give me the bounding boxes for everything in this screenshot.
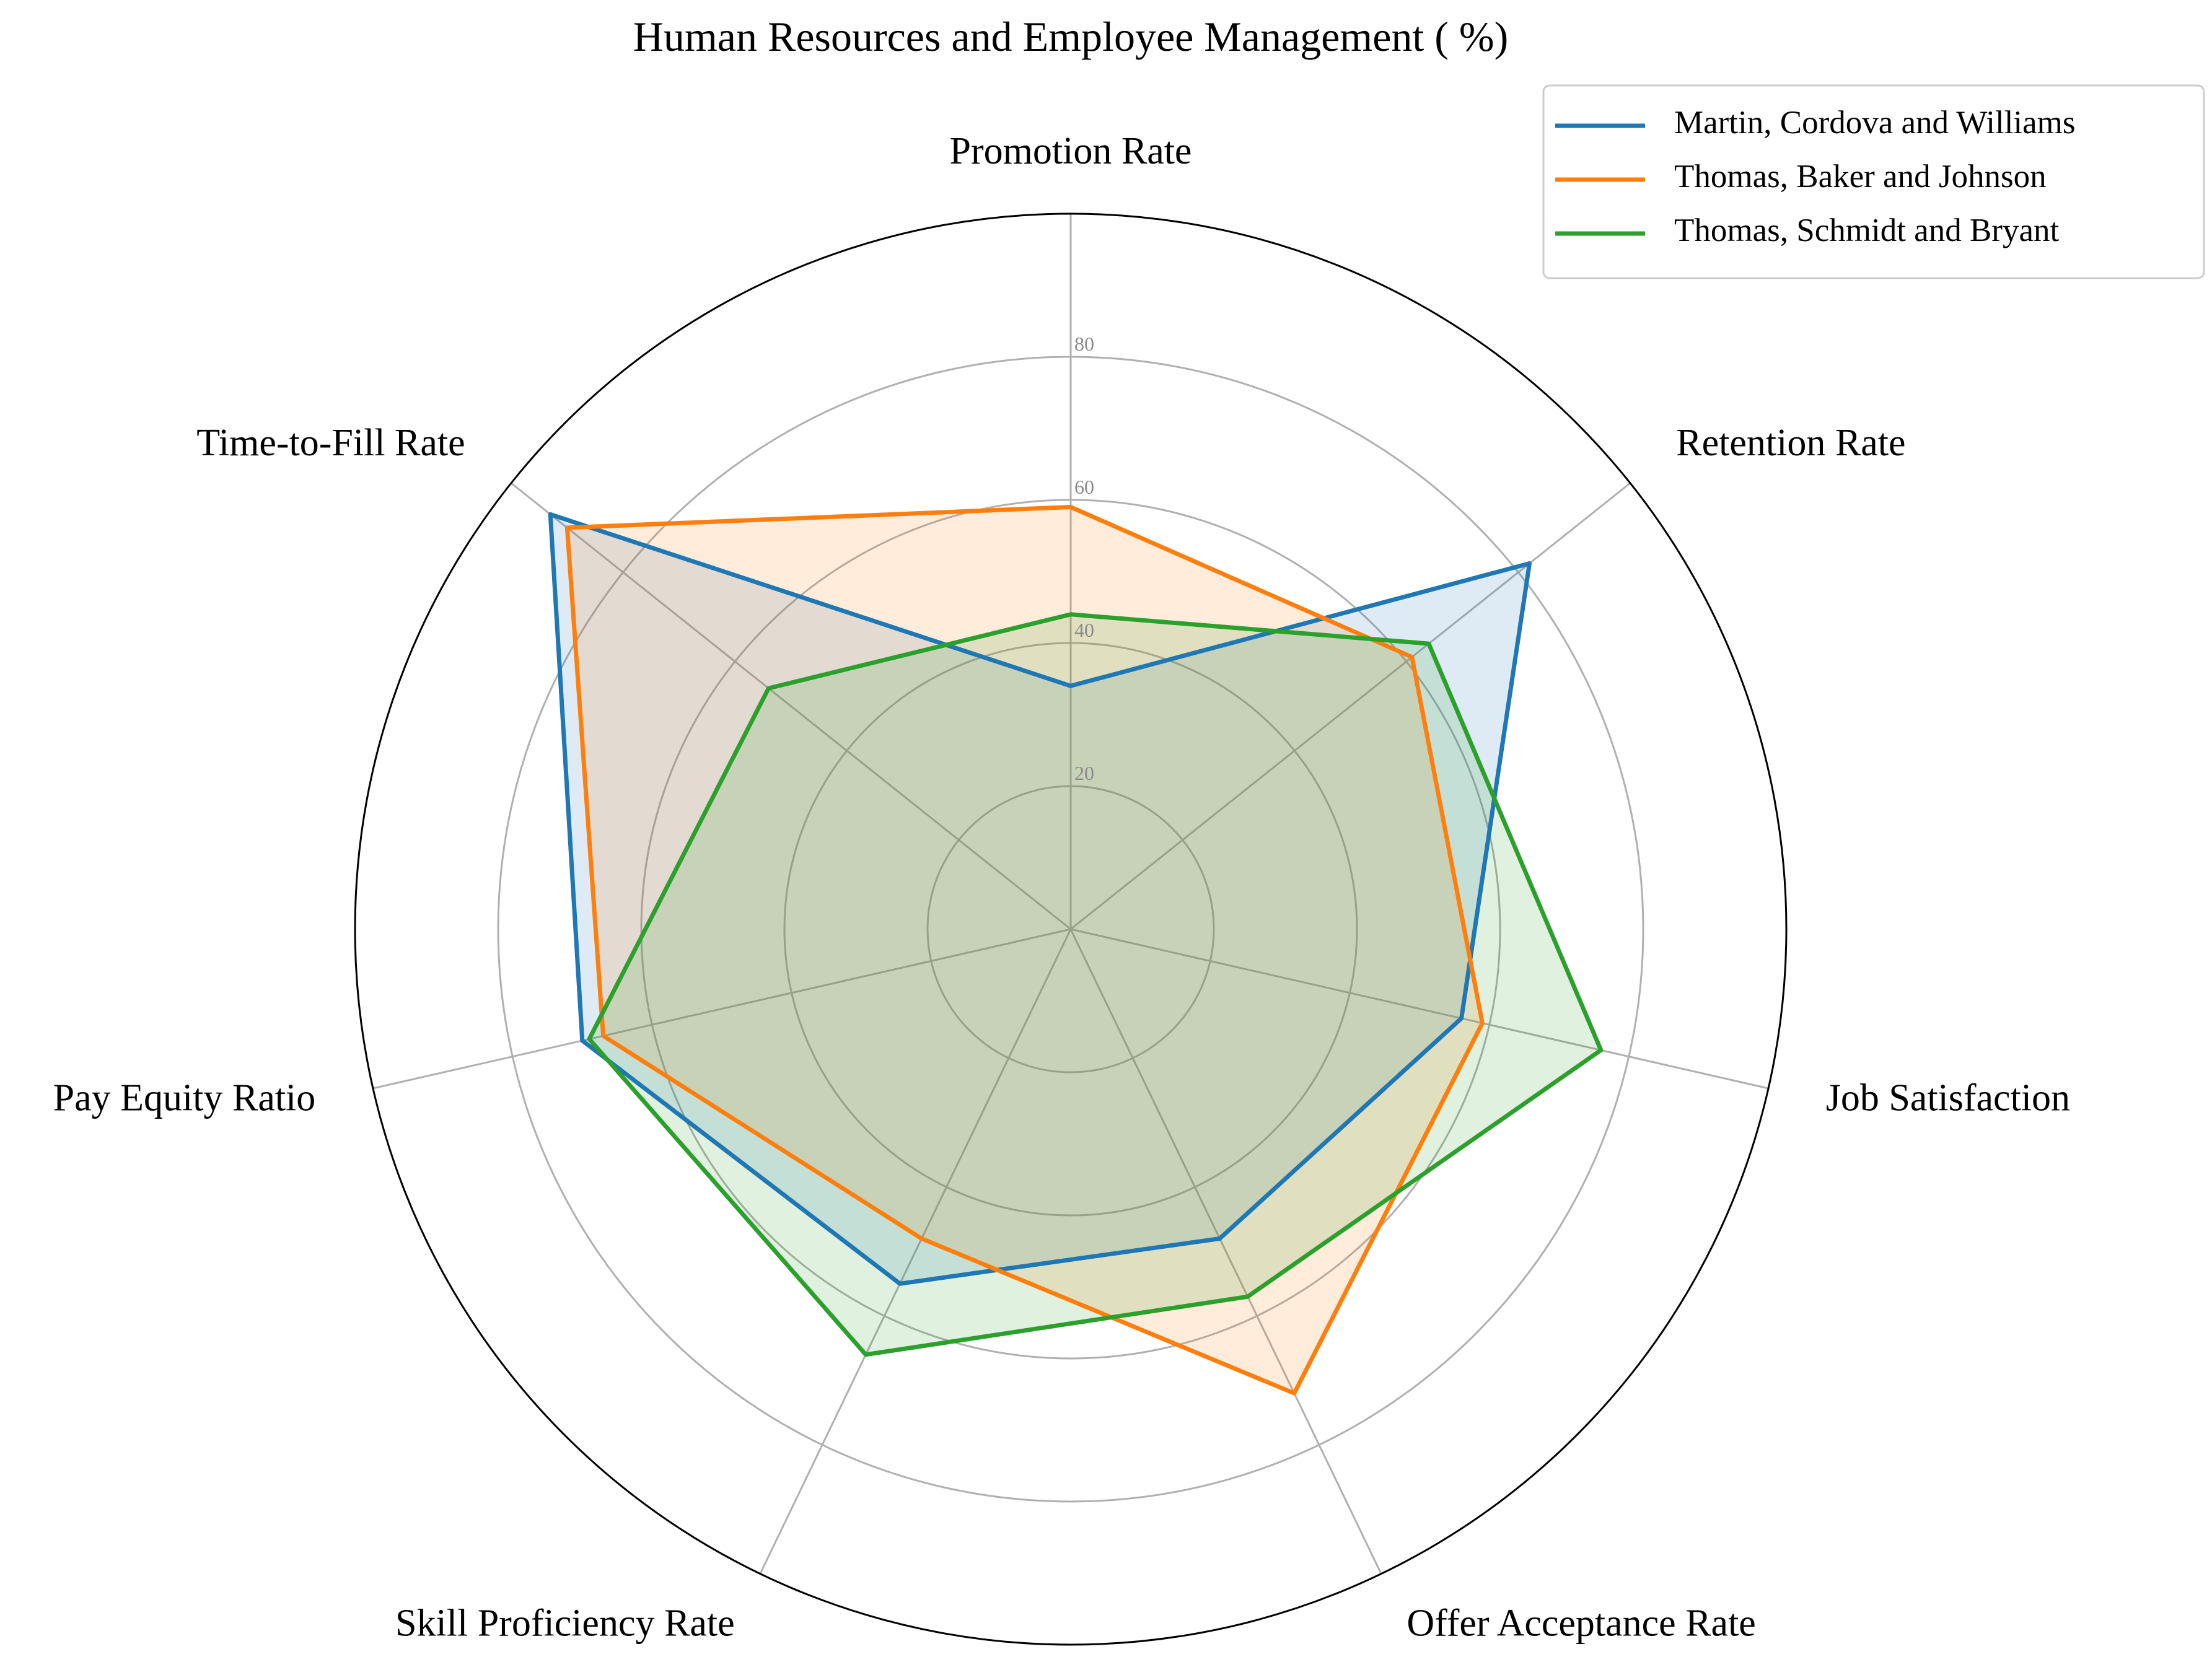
category-label-2: Job Satisfaction — [1826, 1077, 2070, 1119]
category-label-3: Offer Acceptance Rate — [1407, 1602, 1755, 1644]
spoke-5 — [372, 928, 1071, 1090]
spoke-6 — [511, 482, 1071, 930]
category-label-5: Pay Equity Ratio — [53, 1077, 316, 1119]
radial-tick-labels: 20 40 60 80 — [1074, 333, 1094, 784]
series-line-2 — [587, 612, 1604, 1357]
category-label-1: Retention Rate — [1676, 422, 1905, 464]
spoke-1 — [1070, 482, 1631, 930]
spoke-2 — [1070, 928, 1769, 1090]
radial-tick-label-60: 60 — [1074, 476, 1094, 498]
legend-frame — [1542, 84, 2205, 279]
legend-label-1: Thomas, Baker and Johnson — [1674, 159, 2047, 195]
outer-frame — [354, 212, 1788, 1646]
spoke-4 — [759, 929, 1072, 1575]
legend-label-0: Martin, Cordova and Williams — [1674, 105, 2076, 141]
category-label-6: Time-to-Fill Rate — [196, 422, 465, 464]
radial-tick-label-40: 40 — [1074, 619, 1094, 641]
legend: Martin, Cordova and Williams Thomas, Bake… — [1542, 84, 2205, 279]
chart-title: Human Resources and Employee Management … — [633, 13, 1508, 60]
radial-tick-label-20: 20 — [1074, 762, 1094, 784]
series-line-0 — [548, 512, 1532, 1286]
series-layer — [548, 505, 1604, 1396]
series-fill-1 — [567, 507, 1483, 1394]
category-label-0: Promotion Rate — [950, 130, 1192, 172]
radial-grid — [354, 212, 1788, 1646]
radial-tick-label-80: 80 — [1074, 333, 1094, 355]
legend-label-2: Thomas, Schmidt and Bryant — [1674, 212, 2059, 248]
category-labels: Promotion Rate Retention Rate Job Satisfac… — [53, 130, 2070, 1644]
spoke-3 — [1069, 929, 1382, 1575]
series-fill-0 — [550, 514, 1530, 1284]
series-fill-2 — [589, 614, 1601, 1355]
category-label-4: Skill Proficiency Rate — [395, 1602, 735, 1644]
